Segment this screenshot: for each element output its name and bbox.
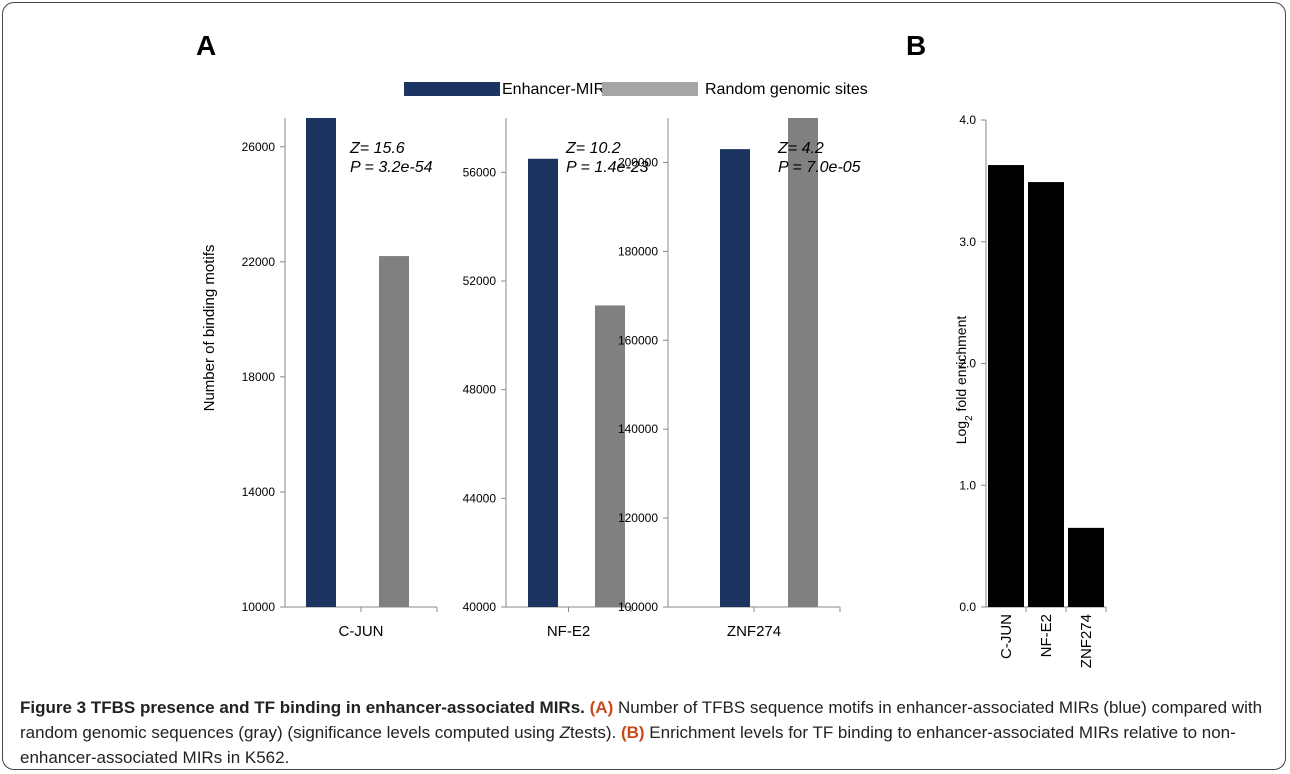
y-tick-label: 44000 <box>463 491 497 505</box>
y-tick-label: 40000 <box>463 600 497 614</box>
x-category-label: NF-E2 <box>547 623 590 640</box>
y-tick-label: 14000 <box>242 485 276 499</box>
x-category-label: C-JUN <box>998 614 1015 659</box>
x-category-label: ZNF274 <box>727 623 781 640</box>
caption-a-text: Number of TFBS sequence motifs in enhanc… <box>20 698 1263 742</box>
caption-a-tag: (A) <box>589 698 614 717</box>
caption-b-text: Enrichment levels for TF binding to enha… <box>20 723 1236 767</box>
y-tick-label: 140000 <box>618 422 658 436</box>
annotation-z: Z= 15.6 <box>349 140 405 157</box>
bar-enhancer <box>528 158 558 607</box>
y-tick-label: 0.0 <box>959 600 976 614</box>
x-category-label: ZNF274 <box>1078 614 1095 668</box>
y-tick-label: 160000 <box>618 333 658 347</box>
legend-swatch-enhancer <box>404 82 500 96</box>
bar-enrichment <box>988 165 1024 608</box>
x-category-label: NF-E2 <box>1038 614 1055 657</box>
y-tick-label: 180000 <box>618 244 658 258</box>
y-tick-label: 2.0 <box>959 357 976 371</box>
figure-canvas: A B Enhancer-MIRs Random genomic sites N… <box>196 30 1107 668</box>
bar-enhancer <box>720 149 750 608</box>
y-tick-label: 10000 <box>242 600 276 614</box>
annotation-p: P = 7.0e-05 <box>778 159 861 176</box>
annotation-p: P = 1.4e-23 <box>566 159 649 176</box>
y-tick-label: 1.0 <box>959 478 976 492</box>
caption-title: Figure 3 TFBS presence and TF binding in… <box>20 698 585 717</box>
panel-b-label: B <box>906 30 926 61</box>
bar-enrichment <box>1068 527 1104 607</box>
panel-b-ylabel: Log2 fold enrichment <box>953 316 975 445</box>
figure-caption: Figure 3 TFBS presence and TF binding in… <box>20 695 1280 770</box>
panel-a-label: A <box>196 30 216 61</box>
legend-label-random: Random genomic sites <box>705 81 868 98</box>
annotation-z: Z= 4.2 <box>777 140 824 157</box>
legend-label-enhancer: Enhancer-MIRs <box>502 81 613 98</box>
y-tick-label: 100000 <box>618 600 658 614</box>
annotation-p: P = 3.2e-54 <box>350 159 433 176</box>
bar-random <box>595 305 625 607</box>
legend-swatch-random <box>602 82 698 96</box>
y-tick-label: 4.0 <box>959 113 976 127</box>
bar-random <box>379 256 409 607</box>
y-tick-label: 26000 <box>242 140 276 154</box>
y-tick-label: 48000 <box>463 383 497 397</box>
annotation-z: Z= 10.2 <box>565 140 621 157</box>
caption-b-tag: (B) <box>620 723 645 742</box>
y-tick-label: 120000 <box>618 511 658 525</box>
y-tick-label: 52000 <box>463 274 497 288</box>
caption-a-text2: tests). <box>569 723 621 742</box>
x-category-label: C-JUN <box>339 623 384 640</box>
bar-random <box>788 118 818 607</box>
y-tick-label: 56000 <box>463 165 497 179</box>
caption-a-z: Z <box>559 723 570 742</box>
y-tick-label: 18000 <box>242 370 276 384</box>
y-tick-label: 200000 <box>618 155 658 169</box>
panel-a-ylabel: Number of binding motifs <box>201 245 218 412</box>
y-tick-label: 3.0 <box>959 235 976 249</box>
bar-enrichment <box>1028 182 1064 607</box>
bar-enhancer <box>306 118 336 607</box>
y-tick-label: 22000 <box>242 255 276 269</box>
